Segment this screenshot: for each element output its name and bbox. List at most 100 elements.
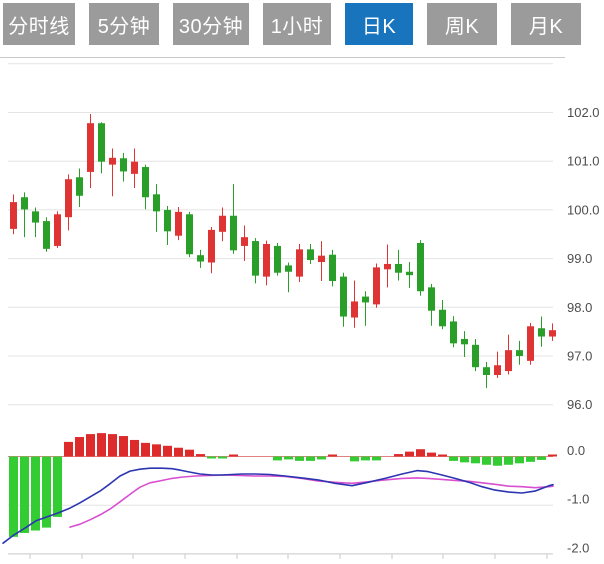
macd-histogram-bar <box>449 456 458 461</box>
macd-dea-line <box>69 474 554 528</box>
candle-body <box>296 249 303 277</box>
price-axis-label: 99.0 <box>567 251 592 266</box>
macd-histogram-bar <box>207 456 216 459</box>
macd-histogram-bar <box>229 454 238 457</box>
candle-body <box>406 271 413 276</box>
macd-histogram-bar <box>284 456 293 460</box>
tab-5min[interactable]: 5分钟 <box>89 3 159 45</box>
candle-body <box>549 330 556 337</box>
macd-histogram-bar <box>460 456 469 463</box>
candle-body <box>76 177 83 196</box>
tab-timeline[interactable]: 分时线 <box>3 3 75 45</box>
macd-histogram-bar <box>86 434 95 457</box>
candle-body <box>417 243 424 292</box>
macd-histogram-bar <box>218 456 227 459</box>
macd-histogram-bar <box>350 456 359 462</box>
macd-histogram-bar <box>75 437 84 457</box>
macd-histogram-bar <box>196 454 205 457</box>
candle-body <box>439 309 446 327</box>
macd-histogram-bar <box>152 444 161 457</box>
macd-histogram-bar <box>64 441 73 457</box>
candle-body <box>120 158 127 172</box>
tab-daily-k[interactable]: 日K <box>345 3 413 45</box>
candle-body <box>307 249 314 261</box>
candle-body <box>32 211 39 223</box>
candle-body <box>43 221 50 249</box>
candle-body <box>538 328 545 337</box>
price-axis-label: 101.0 <box>567 154 600 169</box>
tab-30min[interactable]: 30分钟 <box>173 3 249 45</box>
macd-histogram-bar <box>163 445 172 457</box>
macd-histogram-bar <box>31 456 40 531</box>
macd-histogram-bar <box>9 456 18 537</box>
candle-body <box>505 350 512 372</box>
price-axis-label: 102.0 <box>567 105 600 120</box>
candle-body <box>153 194 160 212</box>
candle-body <box>219 215 226 232</box>
macd-histogram-bar <box>185 449 194 457</box>
price-axis-label: 97.0 <box>567 349 592 364</box>
macd-histogram-bar <box>273 456 282 461</box>
candle-body <box>142 167 149 198</box>
candle-body <box>340 276 347 317</box>
macd-histogram-bar <box>504 456 513 465</box>
macd-histogram-bar <box>328 454 337 457</box>
macd-histogram-bar <box>20 456 29 533</box>
macd-histogram-bar <box>394 454 403 457</box>
macd-histogram-bar <box>53 456 62 517</box>
price-axis-label: 96.0 <box>567 397 592 412</box>
macd-histogram-bar <box>130 439 139 457</box>
price-axis-label: 100.0 <box>567 202 600 217</box>
candle-body <box>384 263 391 270</box>
candle-body <box>494 365 501 375</box>
macd-histogram-bar <box>174 447 183 457</box>
candle-body <box>197 255 204 262</box>
candle-body <box>527 326 534 361</box>
candle-body <box>109 157 116 165</box>
candle-body <box>472 344 479 368</box>
tab-weekly-k[interactable]: 周K <box>427 3 497 45</box>
macd-histogram-bar <box>416 449 425 457</box>
candle-body <box>230 215 237 251</box>
macd-histogram-bar <box>119 436 128 457</box>
macd-histogram-bar <box>306 456 315 461</box>
candle-body <box>362 296 369 303</box>
macd-histogram-bar <box>493 456 502 466</box>
macd-axis-label: 0.0 <box>567 443 585 458</box>
tab-monthly-k[interactable]: 月K <box>511 3 581 45</box>
candle-body <box>428 287 435 311</box>
candle-body <box>252 241 259 276</box>
macd-histogram-bar <box>317 456 326 460</box>
macd-histogram-bar <box>295 456 304 461</box>
candle-body <box>351 301 358 318</box>
macd-histogram-bar <box>438 454 447 457</box>
macd-histogram-bar <box>548 454 557 457</box>
candle-body <box>21 197 28 210</box>
candle-body <box>98 123 105 162</box>
tab-1hour[interactable]: 1小时 <box>263 3 331 45</box>
candle-body <box>164 209 171 232</box>
candle-body <box>87 123 94 172</box>
candle-body <box>65 179 72 218</box>
candle-body <box>318 255 325 263</box>
candle-body <box>461 338 468 345</box>
macd-histogram-bar <box>97 433 106 457</box>
candle-body <box>186 214 193 255</box>
candle-body <box>274 245 281 273</box>
candle-body <box>285 265 292 272</box>
candle-body <box>373 267 380 305</box>
candle-body <box>54 214 61 246</box>
candle-body <box>175 211 182 236</box>
macd-histogram-bar <box>141 442 150 457</box>
macd-histogram-bar <box>405 451 414 457</box>
candle-body <box>483 367 490 375</box>
macd-axis-label: -2.0 <box>567 540 589 555</box>
candle-body <box>263 243 270 277</box>
candle-body <box>241 237 248 246</box>
macd-histogram-bar <box>372 456 381 461</box>
macd-histogram-bar <box>427 452 436 457</box>
candle-body <box>329 254 336 282</box>
candle-body <box>10 202 17 229</box>
